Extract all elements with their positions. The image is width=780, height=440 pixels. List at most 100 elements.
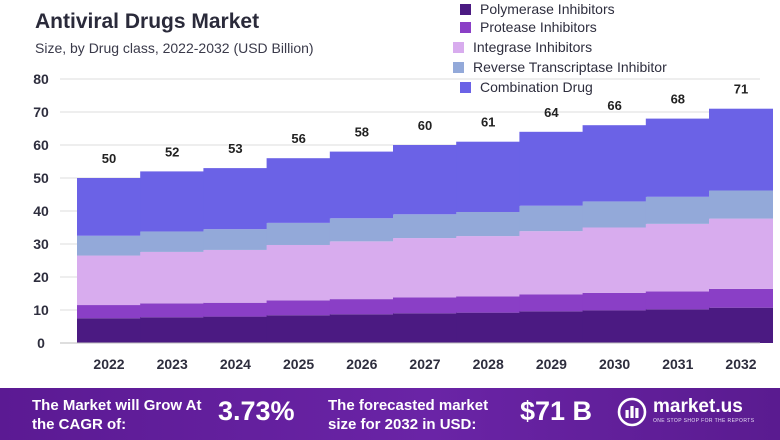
bar-segment bbox=[203, 168, 268, 230]
bar-segment bbox=[140, 251, 205, 304]
bar-segment bbox=[519, 231, 584, 295]
legend-swatch bbox=[453, 61, 464, 73]
bar-segment bbox=[582, 310, 647, 343]
chart-subtitle: Size, by Drug class, 2022-2032 (USD Bill… bbox=[35, 40, 314, 56]
bar-segment bbox=[203, 229, 268, 250]
x-tick-label: 2030 bbox=[599, 356, 630, 372]
legend-swatch bbox=[460, 3, 471, 15]
x-tick-label: 2031 bbox=[662, 356, 693, 372]
y-tick-label: 60 bbox=[33, 137, 49, 153]
bar-segment bbox=[140, 231, 205, 252]
bar-segment bbox=[645, 196, 710, 224]
bar-segment bbox=[645, 291, 710, 310]
x-tick-label: 2023 bbox=[157, 356, 188, 372]
bar-segment bbox=[519, 131, 584, 206]
bar-total-label: 61 bbox=[481, 115, 495, 130]
cagr-label: The Market will Grow At the CAGR of: bbox=[32, 397, 202, 433]
bar-segment bbox=[266, 222, 331, 245]
bar-segment bbox=[266, 315, 331, 343]
bar-segment bbox=[456, 296, 521, 313]
bar-total-label: 60 bbox=[418, 118, 432, 133]
bar-segment bbox=[329, 218, 394, 242]
legend-swatch bbox=[460, 21, 471, 33]
brand-logo[interactable]: market.us ONE STOP SHOP FOR THE REPORTS bbox=[617, 397, 754, 427]
legend-label: Combination Drug bbox=[480, 79, 593, 95]
bar-segment bbox=[582, 125, 647, 202]
chart-title: Antiviral Drugs Market bbox=[35, 10, 260, 33]
y-tick-label: 50 bbox=[33, 170, 49, 186]
bar-segment bbox=[519, 205, 584, 232]
bar-segment bbox=[329, 151, 394, 219]
bars: 50 52 53 56 58 60 61 64 66 68 71 bbox=[77, 82, 773, 343]
legend-item: Protease Inhibitors bbox=[460, 18, 597, 36]
forecast-value: $71 B bbox=[520, 396, 593, 426]
legend-item: Reverse Transcriptase Inhibitor bbox=[453, 58, 667, 76]
bar-segment bbox=[645, 309, 710, 343]
bar-segment bbox=[393, 214, 457, 239]
y-tick-label: 0 bbox=[37, 335, 45, 351]
legend-label: Protease Inhibitors bbox=[480, 19, 597, 35]
x-tick-label: 2025 bbox=[283, 356, 314, 372]
y-tick-label: 80 bbox=[33, 71, 49, 87]
bar-total-label: 58 bbox=[355, 125, 369, 140]
bar-segment bbox=[140, 317, 205, 343]
bar-segment bbox=[456, 141, 521, 212]
bar-segment bbox=[456, 236, 521, 297]
bar-segment bbox=[393, 313, 457, 343]
y-tick-label: 70 bbox=[33, 104, 49, 120]
bar-segment bbox=[519, 294, 584, 312]
legend-label: Integrase Inhibitors bbox=[473, 39, 593, 55]
bar-segment bbox=[203, 249, 268, 303]
bar-segment bbox=[582, 201, 647, 228]
bar-segment bbox=[393, 145, 457, 215]
bar-segment bbox=[519, 311, 584, 343]
bar-total-label: 53 bbox=[228, 141, 242, 156]
brand-name: market.us bbox=[653, 396, 743, 417]
bar-segment bbox=[709, 218, 773, 289]
bar-segment bbox=[709, 190, 773, 219]
bar-segment bbox=[709, 307, 773, 343]
y-tick-label: 10 bbox=[33, 302, 49, 318]
forecast-label: The forecasted market size for 2032 in U… bbox=[328, 397, 489, 433]
bar-segment bbox=[329, 299, 394, 315]
bar-total-label: 52 bbox=[165, 144, 179, 159]
bar-segment bbox=[582, 227, 647, 293]
bar-total-label: 66 bbox=[607, 98, 621, 113]
bar-total-label: 68 bbox=[671, 92, 685, 107]
bar-total-label: 56 bbox=[291, 131, 305, 146]
bar-segment bbox=[329, 314, 394, 343]
bar-segment bbox=[645, 118, 710, 197]
bar-segment bbox=[77, 235, 141, 256]
bar-segment bbox=[77, 305, 141, 319]
bar-segment bbox=[77, 178, 141, 236]
legend-item: Polymerase Inhibitors bbox=[460, 0, 615, 18]
legend-label: Polymerase Inhibitors bbox=[480, 1, 615, 17]
bar-segment bbox=[266, 244, 331, 301]
legend-item: Integrase Inhibitors bbox=[453, 38, 592, 56]
legend-label: Reverse Transcriptase Inhibitor bbox=[473, 59, 667, 75]
market-us-logo-icon bbox=[617, 397, 647, 427]
footer-banner: The Market will Grow At the CAGR of: 3.7… bbox=[0, 388, 780, 440]
bar-segment bbox=[393, 297, 457, 314]
y-tick-label: 20 bbox=[33, 269, 49, 285]
legend-swatch bbox=[460, 81, 471, 93]
bar-segment bbox=[329, 241, 394, 300]
bar-total-label: 64 bbox=[544, 105, 559, 120]
bar-segment bbox=[203, 316, 268, 343]
bar-segment bbox=[709, 288, 773, 308]
bar-segment bbox=[645, 223, 710, 292]
x-tick-label: 2027 bbox=[409, 356, 440, 372]
brand-tagline: ONE STOP SHOP FOR THE REPORTS bbox=[653, 418, 755, 424]
bar-segment bbox=[77, 318, 141, 343]
x-tick-label: 2028 bbox=[473, 356, 504, 372]
bar-segment bbox=[709, 108, 773, 191]
bar-total-label: 50 bbox=[102, 151, 116, 166]
cagr-value: 3.73% bbox=[218, 396, 295, 426]
bar-segment bbox=[456, 211, 521, 237]
bar-segment bbox=[393, 238, 457, 298]
bar-segment bbox=[140, 303, 205, 318]
x-tick-label: 2022 bbox=[93, 356, 124, 372]
bar-segment bbox=[456, 312, 521, 343]
